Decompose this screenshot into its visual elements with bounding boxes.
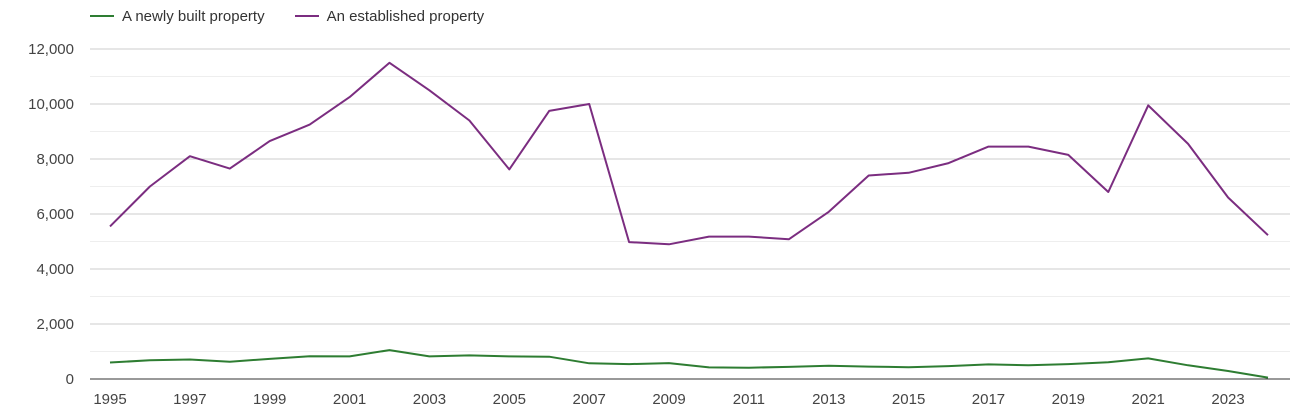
y-tick-label: 2,000 xyxy=(36,316,74,333)
legend-swatch-established xyxy=(294,15,319,17)
y-tick-label: 4,000 xyxy=(36,261,74,278)
x-axis: 1995 1997 1999 2001 2003 2005 2007 2009 2011 2013… xyxy=(93,391,1244,408)
x-tick-label: 1999 xyxy=(253,391,286,408)
chart-legend: A newly built property An established pr… xyxy=(90,6,514,26)
y-tick-label: 10,000 xyxy=(28,96,74,113)
y-tick-label: 8,000 xyxy=(36,151,74,168)
x-tick-label: 2015 xyxy=(892,391,925,408)
legend-label-new-build: A newly built property xyxy=(122,7,265,25)
x-tick-label: 2001 xyxy=(333,391,366,408)
series-line-new-build xyxy=(109,349,1269,379)
y-tick-label: 12,000 xyxy=(28,41,74,58)
x-tick-label: 2003 xyxy=(413,391,446,408)
legend-swatch-new-build xyxy=(90,15,114,17)
x-tick-label: 1995 xyxy=(93,391,126,408)
x-tick-label: 2009 xyxy=(652,391,685,408)
x-tick-label: 2017 xyxy=(972,391,1005,408)
x-tick-label: 2007 xyxy=(572,391,605,408)
x-tick-label: 2013 xyxy=(812,391,845,408)
x-tick-label: 2019 xyxy=(1052,391,1085,408)
x-tick-label: 2005 xyxy=(493,391,526,408)
legend-item-new-build[interactable]: A newly built property xyxy=(90,8,265,25)
series-line-established xyxy=(109,61,1269,246)
series-lines xyxy=(109,61,1269,379)
legend-label-established: An established property xyxy=(326,7,485,25)
y-tick-label: 0 xyxy=(66,371,74,388)
x-tick-label: 2011 xyxy=(733,391,765,408)
legend-item-established[interactable]: An established property xyxy=(294,7,485,25)
x-tick-label: 1997 xyxy=(173,391,206,408)
y-tick-label: 6,000 xyxy=(36,206,74,223)
gridlines xyxy=(90,48,1290,380)
x-tick-label: 2021 xyxy=(1132,391,1165,408)
y-axis: 0 2,000 4,000 6,000 8,000 10,000 12,000 xyxy=(28,41,74,388)
x-tick-label: 2023 xyxy=(1211,391,1244,408)
